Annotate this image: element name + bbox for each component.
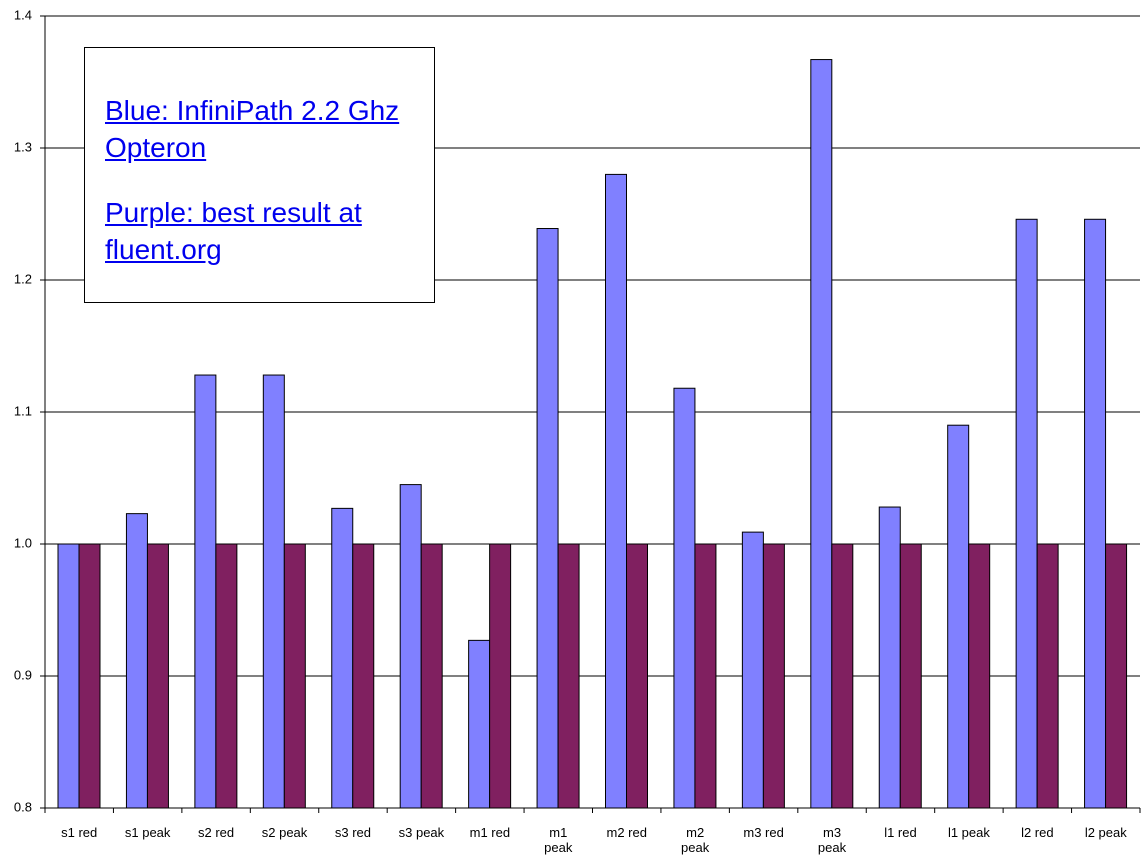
bar (331, 507, 354, 809)
bar (810, 59, 833, 809)
bar (146, 543, 169, 809)
bar (1105, 543, 1128, 809)
bar (1015, 218, 1038, 809)
bar (420, 543, 443, 809)
x-tick-label: m3 peak (817, 825, 847, 855)
y-tick-label: 1.2 (14, 271, 32, 286)
bar (262, 374, 285, 809)
bar (762, 543, 785, 809)
x-tick-label: s1 peak (124, 825, 171, 840)
bar (1084, 218, 1107, 809)
bar (194, 374, 217, 809)
bar (673, 387, 696, 809)
bar (899, 543, 922, 809)
y-tick-label: 0.9 (14, 667, 32, 682)
x-tick-label: l2 red (1021, 825, 1054, 840)
bar (468, 639, 491, 809)
bar (78, 543, 101, 809)
y-tick-label: 1.4 (14, 7, 32, 22)
bar (1036, 543, 1059, 809)
bar (125, 513, 148, 809)
x-tick-label: m1 red (469, 825, 511, 840)
x-tick-label: s1 red (61, 825, 98, 840)
y-tick-label: 0.8 (14, 799, 32, 814)
x-tick-label: s2 peak (261, 825, 308, 840)
bar (557, 543, 580, 809)
bar (605, 173, 627, 809)
annotation-link[interactable]: Blue: InfiniPath 2.2 Ghz Opteron (105, 95, 400, 163)
y-tick-label: 1.3 (14, 139, 32, 154)
bar (57, 543, 80, 809)
x-tick-label: m2 red (606, 825, 647, 840)
x-tick-label: m2 peak (681, 825, 710, 855)
x-tick-label: l1 red (884, 825, 917, 840)
bar (283, 543, 306, 809)
bar (489, 543, 512, 809)
y-tick-label: 1.1 (14, 403, 32, 418)
bar (536, 228, 559, 809)
x-tick-label: l1 peak (947, 825, 990, 840)
bar (626, 543, 648, 809)
bar (831, 543, 854, 809)
annotation-box: Blue: InfiniPath 2.2 Ghz Opteron Purple:… (84, 47, 435, 303)
annotation-link[interactable]: Purple: best result at fluent.org (105, 197, 362, 265)
bar (215, 543, 238, 809)
x-tick-label: l2 peak (1084, 825, 1127, 840)
bar (968, 543, 991, 809)
x-tick-label: m3 red (743, 825, 784, 840)
x-tick-label: m1 peak (544, 825, 573, 855)
x-tick-label: s3 red (334, 825, 372, 840)
bar (741, 531, 764, 809)
bar (694, 543, 717, 809)
y-tick-label: 1.0 (14, 535, 32, 550)
bar (878, 506, 901, 809)
bar (947, 424, 970, 809)
x-tick-label: s3 peak (398, 825, 445, 840)
bar (352, 543, 375, 809)
bar (399, 484, 422, 809)
x-tick-label: s2 red (198, 825, 235, 840)
